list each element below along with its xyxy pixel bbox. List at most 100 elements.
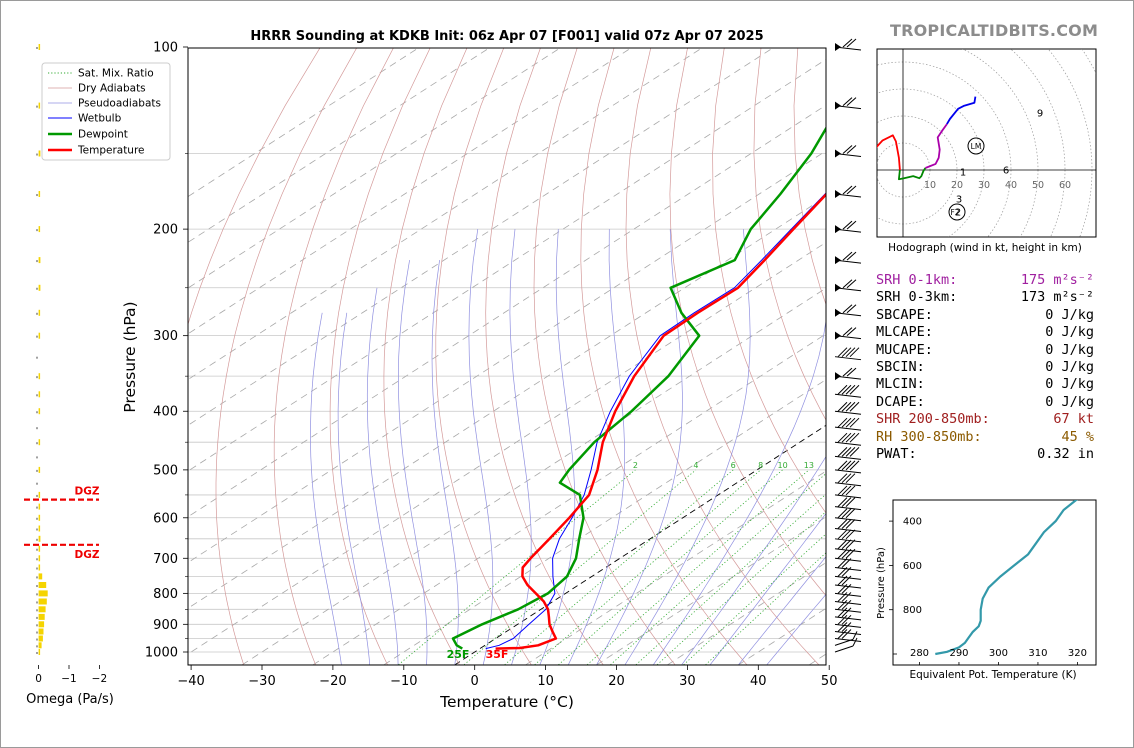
omega-bar bbox=[38, 606, 46, 613]
moist-adiabat bbox=[509, 229, 532, 665]
omega-bar bbox=[38, 408, 41, 415]
omega-tick-label: −1 bbox=[61, 673, 76, 685]
skewt-panel: 2 4 6 8 10 13 16 20 24 30 36 −40 −30 −20 −10 0 10 20 30 40… bbox=[41, 41, 837, 711]
omega-bar bbox=[38, 391, 41, 398]
mixing-ratio-line bbox=[534, 469, 761, 665]
stat-srh-0-3km: SRH 0-3km: 173 m²s⁻² bbox=[876, 289, 1106, 306]
x-tick-label: 20 bbox=[608, 674, 625, 689]
x-tick-label: −20 bbox=[319, 674, 346, 689]
stat-label: MLCIN: bbox=[876, 376, 925, 393]
dry-adiabat bbox=[383, 48, 468, 665]
wind-barb bbox=[834, 631, 858, 646]
y-tick-label: 1000 bbox=[145, 646, 178, 661]
wind-barb bbox=[834, 185, 862, 199]
sfc-dewpoint-label: 25F bbox=[447, 648, 470, 661]
theta-y-tick-label: 600 bbox=[903, 561, 922, 572]
wind-barb bbox=[834, 401, 862, 415]
stat-label: MLCAPE: bbox=[876, 324, 933, 341]
moist-adiabat bbox=[709, 512, 826, 665]
mixing-ratio-line bbox=[558, 469, 783, 665]
dry-adiabat bbox=[435, 48, 532, 665]
mixing-ratio-line bbox=[586, 469, 810, 665]
dry-adiabat bbox=[273, 48, 394, 665]
omega-bar bbox=[38, 573, 43, 580]
stat-label: SHR 200-850mb: bbox=[876, 411, 990, 428]
wind-barb bbox=[834, 220, 862, 234]
mixing-ratio-label: 13 bbox=[804, 461, 814, 470]
stat-dcape: DCAPE: 0 J/kg bbox=[876, 394, 1106, 411]
mixing-ratio-label: 10 bbox=[778, 461, 788, 470]
dry-adiabat bbox=[580, 48, 748, 665]
isotherm-line bbox=[188, 48, 774, 426]
omega-bar bbox=[38, 102, 41, 109]
omega-bar bbox=[38, 628, 44, 635]
y-tick-label: 300 bbox=[153, 329, 178, 344]
theta-e-panel: 280 290 300 310 320 400 600 800 Equivalent Pot.… bbox=[876, 499, 1097, 681]
isotherm-line bbox=[188, 48, 490, 243]
dewpoint-profile-line bbox=[451, 126, 826, 650]
y-tick-label: 500 bbox=[153, 463, 178, 478]
y-tick-label: 700 bbox=[153, 552, 178, 567]
moist-adiabat bbox=[310, 312, 342, 665]
wind-barb bbox=[834, 279, 862, 292]
stat-mlcin: MLCIN: 0 J/kg bbox=[876, 376, 1106, 393]
hodo-height-label: 2 bbox=[955, 208, 961, 219]
legend: Sat. Mix. Ratio Dry Adiabats Pseudoadiab… bbox=[41, 62, 171, 161]
omega-bar bbox=[38, 590, 48, 597]
mixing-ratio-line bbox=[504, 469, 734, 665]
stat-label: RH 300-850mb: bbox=[876, 428, 982, 445]
omega-bar bbox=[38, 555, 41, 562]
legend-dry-adiabats: Dry Adiabats bbox=[78, 83, 146, 95]
x-tick-label: 0 bbox=[471, 674, 479, 689]
skewt-xlabel: Temperature (°C) bbox=[439, 693, 574, 711]
legend-wetbulb: Wetbulb bbox=[78, 113, 122, 125]
stat-label: DCAPE: bbox=[876, 393, 925, 410]
y-tick-label: 100 bbox=[153, 41, 178, 56]
y-tick-label: 600 bbox=[153, 511, 178, 526]
omega-bar bbox=[38, 514, 41, 521]
wind-barb bbox=[834, 384, 862, 398]
stat-sbcin: SBCIN: 0 J/kg bbox=[876, 359, 1106, 376]
dry-adiabat bbox=[329, 48, 431, 665]
dry-adiabat bbox=[793, 48, 826, 306]
omega-bar bbox=[38, 649, 41, 655]
wind-barb bbox=[834, 304, 862, 317]
mixing-ratio-label: 8 bbox=[758, 461, 763, 470]
mixing-ratio-line bbox=[683, 533, 826, 665]
sfc-temperature-label: 35F bbox=[486, 648, 509, 661]
moist-adiabat bbox=[366, 287, 399, 665]
omega-bar bbox=[38, 503, 41, 510]
stat-sbcape: SBCAPE: 0 J/kg bbox=[876, 307, 1106, 324]
omega-bar bbox=[38, 598, 47, 605]
wind-barb bbox=[834, 327, 862, 340]
x-tick-label: −10 bbox=[390, 674, 417, 689]
hodo-height-label: 9 bbox=[1037, 109, 1043, 120]
omega-bar bbox=[38, 621, 45, 628]
y-tick-label: 800 bbox=[153, 587, 178, 602]
omega-bar bbox=[38, 257, 41, 264]
stat-rh-300-850: RH 300-850mb: 45 % bbox=[876, 429, 1106, 446]
theta-x-tick-label: 310 bbox=[1028, 648, 1047, 659]
theta-e-line bbox=[935, 500, 1078, 656]
y-tick-label: 900 bbox=[153, 618, 178, 633]
dry-adiabat bbox=[753, 48, 826, 421]
dgz-label: DGZ bbox=[75, 486, 100, 498]
omega-xlabel: Omega (Pa/s) bbox=[26, 692, 114, 707]
moist-adiabat bbox=[681, 455, 826, 665]
wetbulb-profile-line bbox=[485, 192, 826, 650]
hodo-trace bbox=[946, 96, 977, 125]
theta-x-tick-label: 300 bbox=[989, 648, 1008, 659]
omega-bar bbox=[38, 309, 41, 316]
moist-adiabat bbox=[766, 593, 826, 665]
stat-value: 67 kt bbox=[1053, 411, 1094, 428]
hodograph-panel: 10 20 30 40 50 60 1 2 3 6 9 LM F2 Hodograph (wind i… bbox=[876, 48, 1097, 254]
dry-adiabat bbox=[625, 48, 820, 665]
isotherm-line bbox=[188, 48, 561, 289]
theta-y-tick-label: 800 bbox=[903, 605, 922, 616]
wind-barb bbox=[834, 417, 862, 431]
wind-barb bbox=[834, 519, 862, 533]
wind-barb bbox=[834, 548, 862, 562]
stat-mucape: MUCAPE: 0 J/kg bbox=[876, 342, 1106, 359]
wind-barb bbox=[834, 460, 862, 474]
